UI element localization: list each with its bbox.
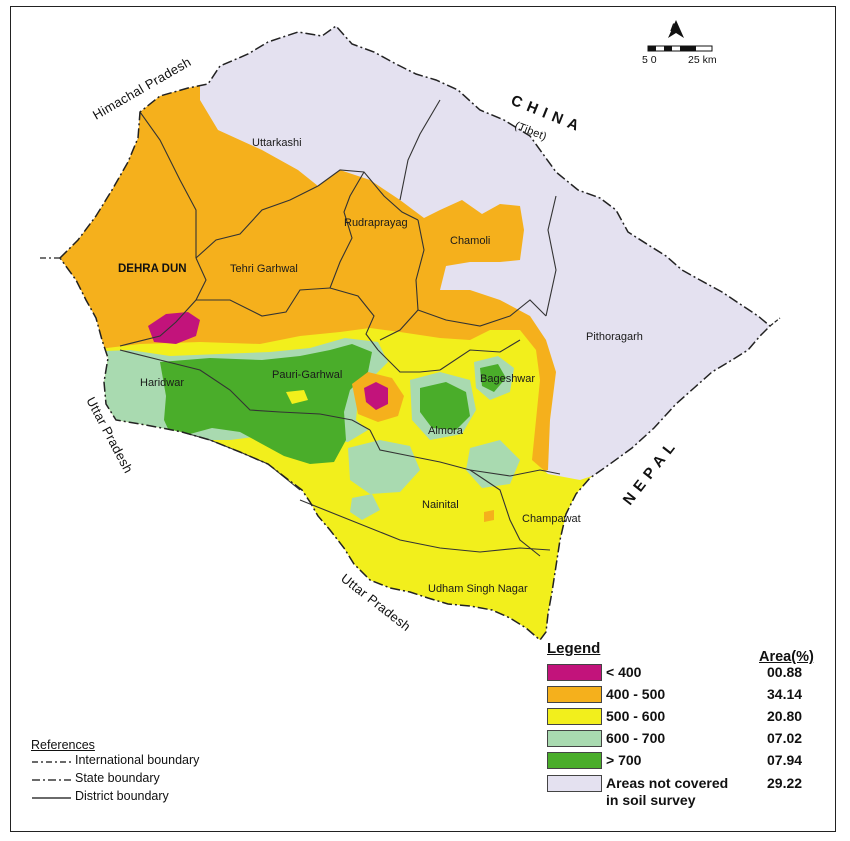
international-boundary-symbol [32,761,71,763]
legend-row: 500 - 600 20.80 [547,708,832,726]
label-pauri-garhwal: Pauri-Garhwal [272,369,342,381]
region-400-500-dot [484,510,494,522]
region-under-400-pauri [364,382,388,410]
label-tehri-garhwal: Tehri Garhwal [230,263,298,275]
region-500-600-patch [286,390,308,404]
legend-row: 600 - 700 07.02 [547,730,832,748]
label-chamoli: Chamoli [450,235,490,247]
legend-label: < 400 [606,664,642,680]
legend-label: > 700 [606,752,642,768]
label-dehradun: DEHRA DUN [118,263,187,275]
legend-label: 500 - 600 [606,708,666,724]
region-under-400-dehradun [148,312,200,344]
legend-row: 400 - 500 34.14 [547,686,832,704]
legend-area: 29.22 [767,775,803,791]
references-title: References [31,738,95,752]
legend-label: 400 - 500 [606,686,666,702]
label-udham-singh-nagar: Udham Singh Nagar [428,583,528,595]
label-uttarkashi: Uttarkashi [252,137,302,149]
scale-bar: 5 0 25 km [642,45,717,66]
region-over-700-almora [420,382,470,430]
legend-swatch [547,775,602,792]
region-over-700-bageshwar [480,364,506,392]
label-pithoragarh: Pithoragarh [586,331,643,343]
district-boundary-symbol [32,797,71,799]
reference-row: District boundary [31,789,261,805]
references: References International boundary State … [31,738,261,808]
legend-area-title: Area(%) [759,649,814,665]
north-arrow-icon: A [668,20,684,38]
legend-label: Areas not covered [606,775,729,791]
state-boundary-symbol [32,779,71,781]
label-champawat: Champawat [522,513,581,525]
legend-title: Legend [547,640,601,657]
label-bageshwar: Bageshwar [480,373,535,385]
legend-area: 07.02 [767,730,803,746]
legend-swatch [547,752,602,769]
reference-row: International boundary [31,753,261,769]
label-almora: Almora [428,425,464,437]
legend-area: 20.80 [767,708,803,724]
label-rudraprayag: Rudraprayag [344,217,408,229]
legend: Legend Area(%) < 400 00.88 400 - 500 34.… [547,640,832,820]
region-over-700-west [160,344,372,464]
legend-row: < 400 00.88 [547,664,832,682]
legend-swatch [547,708,602,725]
district-boundaries [119,99,561,557]
reference-label: State boundary [75,771,160,785]
map-frame [10,6,836,832]
reference-label: International boundary [75,753,200,767]
region-600-700-patch [350,494,380,520]
region-600-700-east [348,440,420,494]
legend-area: 00.88 [767,664,803,680]
reference-row: State boundary [31,771,261,787]
legend-row: > 700 07.94 [547,752,832,770]
legend-label: 600 - 700 [606,730,666,746]
legend-row: Areas not covered in soil survey 29.22 [547,775,832,815]
legend-swatch [547,730,602,747]
scale-right-label: 25 km [688,54,717,66]
label-haridwar: Haridwar [140,377,184,389]
reference-label: District boundary [75,789,169,803]
north-arrow-letter: A [670,22,678,34]
legend-swatch [547,686,602,703]
legend-swatch [547,664,602,681]
legend-area: 34.14 [767,686,803,702]
label-nainital: Nainital [422,499,459,511]
legend-area: 07.94 [767,752,803,768]
scale-left-label: 5 0 [642,54,657,66]
legend-label-line2: in soil survey [606,792,696,808]
